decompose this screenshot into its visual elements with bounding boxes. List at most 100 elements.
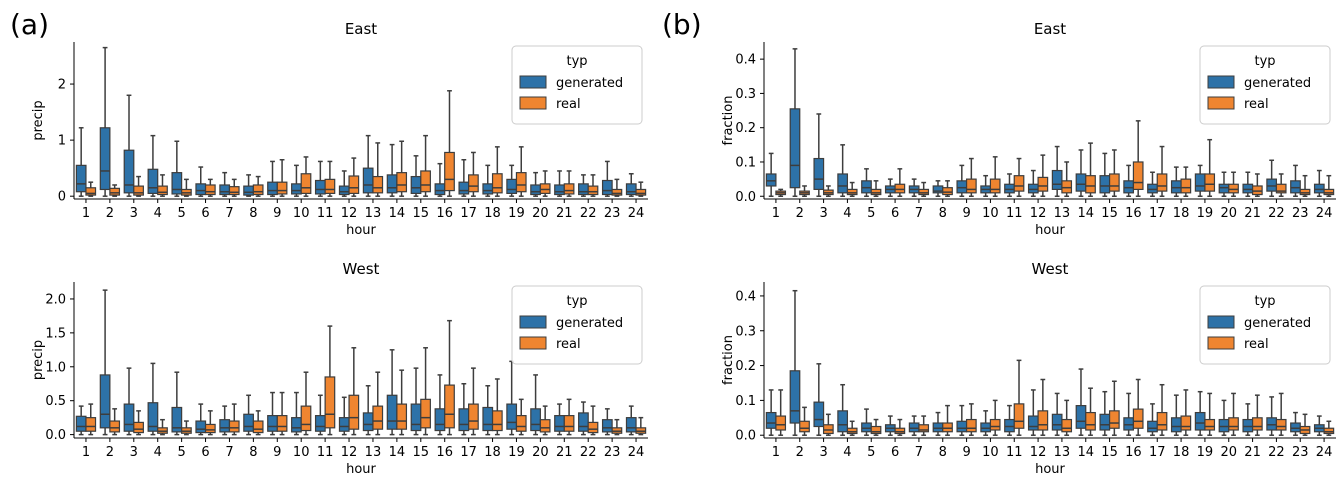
box-generated-2	[99, 46, 111, 197]
x-tick-label: 4	[154, 206, 162, 221]
box-generated-8	[243, 394, 254, 436]
box-generated-17	[1147, 403, 1158, 436]
box-real-11	[1013, 359, 1025, 436]
box-generated-16	[434, 162, 446, 197]
box-real-14	[1085, 387, 1096, 436]
x-tick-label: 5	[177, 206, 185, 221]
box-iqr	[157, 185, 168, 196]
box-iqr	[314, 179, 326, 195]
box-iqr	[601, 419, 613, 433]
x-tick-label: 16	[436, 206, 453, 221]
box-real-9	[965, 157, 977, 198]
box-generated-1	[765, 152, 777, 198]
legend-label-generated: generated	[556, 76, 623, 91]
x-tick-label: 4	[154, 445, 162, 460]
x-tick-label: 11	[1006, 445, 1023, 460]
box-iqr	[444, 151, 455, 192]
x-tick-label: 18	[484, 445, 501, 460]
box-iqr	[410, 403, 422, 432]
box-real-6	[894, 418, 906, 436]
box-iqr	[1218, 418, 1230, 433]
y-tick-label: 0.1	[735, 394, 756, 409]
x-tick-label: 2	[796, 206, 804, 221]
x-tick-label: 22	[580, 206, 597, 221]
legend-swatch-generated	[519, 315, 547, 329]
chart-title: East	[1034, 20, 1066, 38]
box-generated-2	[99, 289, 111, 436]
box-real-2	[109, 184, 121, 197]
x-tick-label: 23	[604, 206, 621, 221]
box-iqr	[243, 413, 254, 432]
legend: typ generated real	[511, 45, 643, 125]
box-iqr	[1251, 417, 1263, 431]
box-iqr	[1275, 418, 1287, 431]
box-iqr	[918, 188, 930, 196]
box-iqr	[171, 172, 183, 195]
box-generated-13	[362, 134, 374, 197]
box-generated-5	[861, 168, 872, 198]
box-real-2	[109, 408, 121, 436]
box-iqr	[276, 415, 288, 432]
box-real-24	[635, 416, 647, 436]
box-generated-18	[1170, 166, 1182, 198]
y-tick-label: 0.2	[735, 359, 756, 374]
x-tick-label: 12	[341, 445, 358, 460]
box-real-12	[1037, 154, 1049, 198]
box-iqr	[554, 415, 565, 432]
box-iqr	[1266, 178, 1278, 192]
box-iqr	[530, 184, 541, 196]
x-tick-label: 13	[365, 445, 382, 460]
box-iqr	[894, 427, 906, 435]
x-tick-label: 13	[1054, 206, 1071, 221]
x-tick-label: 2	[106, 206, 114, 221]
box-iqr	[578, 183, 589, 196]
x-tick-label: 8	[249, 445, 257, 460]
box-real-1	[775, 389, 787, 436]
legend-label-real: real	[1244, 337, 1269, 352]
box-real-7	[228, 178, 240, 197]
box-iqr	[1242, 183, 1254, 194]
legend-title: typ	[566, 294, 587, 309]
box-iqr	[291, 417, 302, 433]
box-iqr	[204, 423, 216, 434]
y-tick-label: 0.2	[735, 121, 756, 136]
panel-label-b: (b)	[662, 8, 702, 41]
box-real-21	[1251, 173, 1263, 198]
box-real-17	[468, 151, 479, 197]
x-tick-label: 7	[225, 445, 233, 460]
box-iqr	[799, 420, 810, 433]
box-generated-4	[147, 134, 159, 197]
box-iqr	[243, 185, 254, 196]
box-iqr	[1204, 173, 1216, 192]
x-tick-label: 24	[1316, 445, 1333, 460]
box-iqr	[362, 412, 374, 432]
box-iqr	[989, 418, 1001, 431]
box-iqr	[980, 422, 992, 433]
box-iqr	[204, 184, 216, 196]
box-generated-22	[578, 174, 589, 197]
box-iqr	[147, 168, 159, 194]
box-real-15	[1108, 380, 1120, 436]
x-tick-label: 7	[915, 206, 923, 221]
x-tick-label: 19	[1197, 445, 1214, 460]
y-tick-label: 0.0	[735, 190, 756, 205]
box-iqr	[894, 183, 906, 194]
box-generated-18	[482, 164, 494, 197]
box-real-2	[799, 185, 810, 198]
x-tick-label: 17	[460, 206, 477, 221]
box-iqr	[932, 422, 944, 433]
box-real-20	[1228, 171, 1239, 198]
box-iqr	[870, 188, 882, 196]
box-generated-8	[932, 180, 944, 198]
box-generated-19	[506, 360, 518, 436]
box-real-19	[515, 398, 527, 436]
box-iqr	[468, 174, 479, 193]
box-real-10	[300, 156, 312, 197]
box-iqr	[515, 172, 527, 193]
x-tick-label: 21	[1244, 445, 1261, 460]
x-tick-label: 11	[317, 445, 334, 460]
box-generated-23	[1290, 164, 1301, 198]
box-generated-3	[123, 367, 135, 436]
